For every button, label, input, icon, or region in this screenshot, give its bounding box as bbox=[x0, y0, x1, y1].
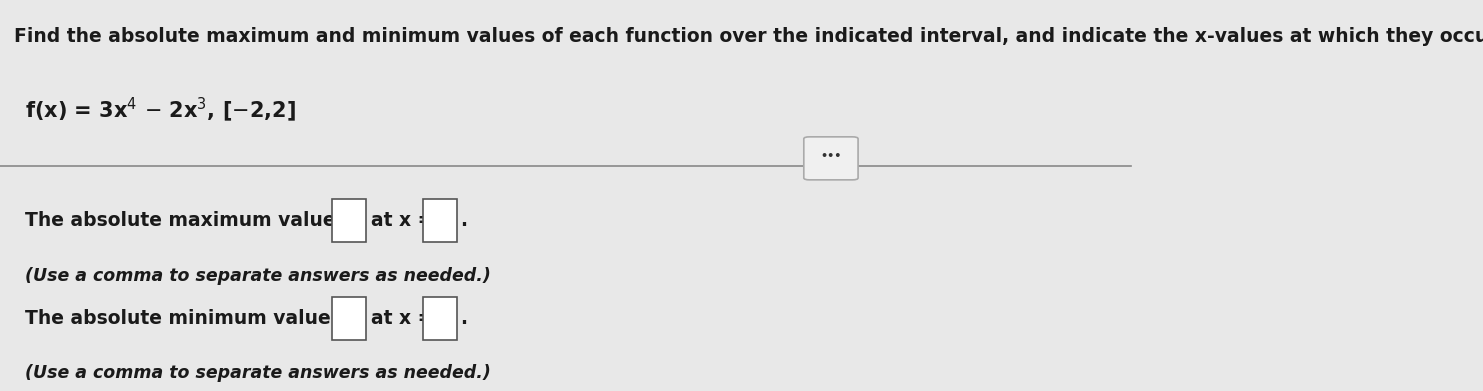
FancyBboxPatch shape bbox=[332, 199, 366, 242]
Text: Find the absolute maximum and minimum values of each function over the indicated: Find the absolute maximum and minimum va… bbox=[13, 27, 1483, 47]
Text: The absolute maximum value is: The absolute maximum value is bbox=[25, 212, 359, 230]
FancyBboxPatch shape bbox=[804, 137, 859, 180]
Text: .: . bbox=[460, 212, 467, 230]
Text: .: . bbox=[460, 309, 467, 328]
Text: •••: ••• bbox=[820, 151, 842, 161]
Text: at x =: at x = bbox=[371, 212, 433, 230]
FancyBboxPatch shape bbox=[423, 297, 457, 340]
FancyBboxPatch shape bbox=[332, 297, 366, 340]
Text: (Use a comma to separate answers as needed.): (Use a comma to separate answers as need… bbox=[25, 267, 491, 285]
Text: The absolute minimum value is: The absolute minimum value is bbox=[25, 309, 354, 328]
Text: f(x) = 3x$^4$ $-$ 2x$^3$, [$-$2,2]: f(x) = 3x$^4$ $-$ 2x$^3$, [$-$2,2] bbox=[25, 95, 295, 124]
FancyBboxPatch shape bbox=[423, 199, 457, 242]
Text: (Use a comma to separate answers as needed.): (Use a comma to separate answers as need… bbox=[25, 364, 491, 382]
Text: at x =: at x = bbox=[371, 309, 433, 328]
